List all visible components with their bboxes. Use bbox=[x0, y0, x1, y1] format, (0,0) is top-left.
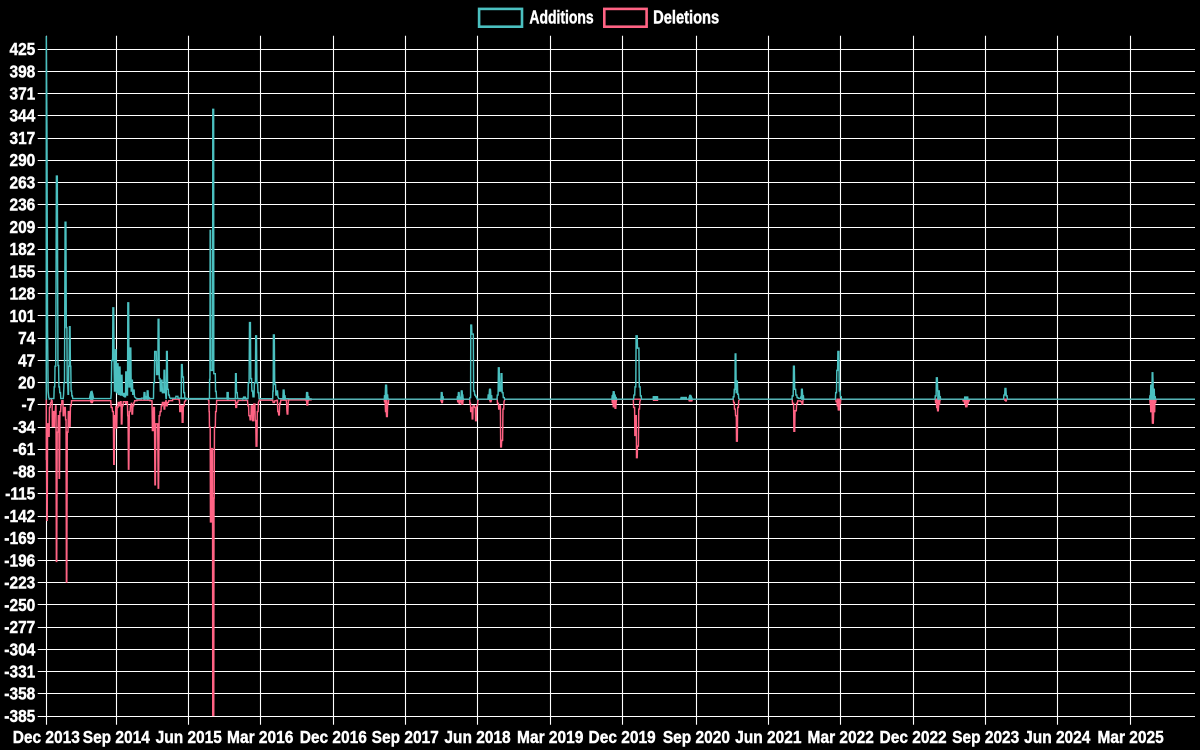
svg-text:Dec 2019: Dec 2019 bbox=[589, 727, 656, 747]
svg-text:Mar 2016: Mar 2016 bbox=[227, 727, 293, 747]
svg-text:Jun 2024: Jun 2024 bbox=[1024, 727, 1091, 747]
svg-text:263: 263 bbox=[9, 172, 35, 192]
svg-text:-358: -358 bbox=[4, 684, 35, 704]
svg-text:-88: -88 bbox=[13, 461, 35, 481]
svg-text:-331: -331 bbox=[4, 661, 35, 681]
svg-text:-142: -142 bbox=[4, 506, 35, 526]
svg-text:Mar 2019: Mar 2019 bbox=[517, 727, 583, 747]
svg-text:182: 182 bbox=[9, 239, 35, 259]
svg-text:-304: -304 bbox=[4, 639, 36, 659]
svg-text:-61: -61 bbox=[13, 439, 35, 459]
svg-text:398: 398 bbox=[9, 61, 35, 81]
svg-text:Jun 2018: Jun 2018 bbox=[444, 727, 510, 747]
svg-text:-277: -277 bbox=[4, 617, 35, 637]
svg-text:Dec 2013: Dec 2013 bbox=[13, 727, 80, 747]
svg-text:317: 317 bbox=[9, 128, 35, 148]
svg-text:Deletions: Deletions bbox=[653, 7, 719, 27]
svg-text:Sep 2017: Sep 2017 bbox=[372, 727, 439, 747]
svg-text:371: 371 bbox=[9, 83, 35, 103]
svg-text:155: 155 bbox=[9, 261, 35, 281]
svg-text:Sep 2014: Sep 2014 bbox=[83, 727, 151, 747]
svg-text:-250: -250 bbox=[4, 595, 35, 615]
svg-text:-115: -115 bbox=[5, 484, 35, 504]
svg-text:-196: -196 bbox=[4, 550, 35, 570]
svg-text:128: 128 bbox=[9, 284, 35, 304]
svg-text:Sep 2023: Sep 2023 bbox=[952, 727, 1019, 747]
svg-text:209: 209 bbox=[9, 217, 35, 237]
svg-text:101: 101 bbox=[9, 306, 35, 326]
svg-text:Dec 2016: Dec 2016 bbox=[300, 727, 367, 747]
svg-text:Dec 2022: Dec 2022 bbox=[880, 727, 947, 747]
svg-text:425: 425 bbox=[9, 39, 35, 59]
svg-text:-169: -169 bbox=[4, 528, 35, 548]
svg-text:20: 20 bbox=[18, 372, 35, 392]
svg-text:Sep 2020: Sep 2020 bbox=[663, 727, 730, 747]
svg-text:74: 74 bbox=[18, 328, 36, 348]
svg-text:290: 290 bbox=[9, 150, 35, 170]
svg-text:-7: -7 bbox=[22, 395, 36, 415]
svg-text:Mar 2022: Mar 2022 bbox=[808, 727, 874, 747]
svg-text:Jun 2015: Jun 2015 bbox=[156, 727, 222, 747]
svg-text:344: 344 bbox=[9, 106, 35, 126]
svg-text:47: 47 bbox=[18, 350, 35, 370]
svg-text:-223: -223 bbox=[4, 573, 35, 593]
svg-text:236: 236 bbox=[9, 195, 35, 215]
svg-text:-34: -34 bbox=[13, 417, 36, 437]
svg-text:-385: -385 bbox=[4, 706, 35, 726]
svg-text:Mar 2025: Mar 2025 bbox=[1097, 727, 1163, 747]
svg-text:Jun 2021: Jun 2021 bbox=[735, 727, 801, 747]
svg-text:Additions: Additions bbox=[529, 7, 593, 27]
